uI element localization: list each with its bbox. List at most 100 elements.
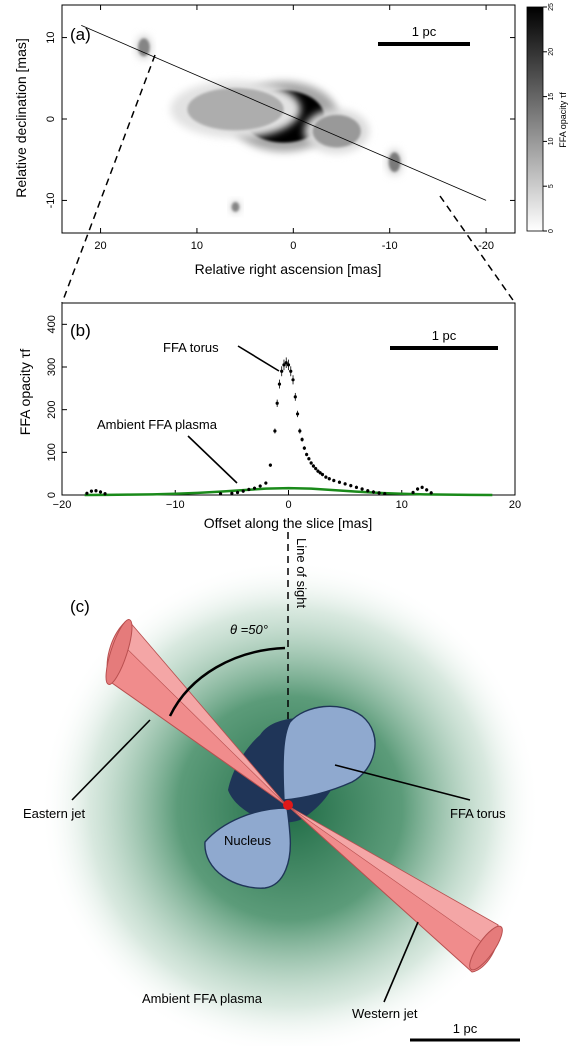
data-point [230, 491, 234, 495]
panel-a-label: (a) [70, 25, 91, 44]
eastern-jet-opening [105, 619, 133, 685]
panel-a-ytick-label: -10 [45, 192, 57, 208]
data-point [268, 463, 272, 467]
panel-b-xtick-label: 10 [396, 499, 408, 511]
panel-a-xtick-label: -20 [478, 240, 494, 252]
colorbar-tick-label: 5 [548, 184, 555, 188]
data-point [89, 489, 94, 493]
data-point [302, 446, 306, 450]
data-point [360, 487, 364, 491]
panel-b-scale-label: 1 pc [432, 328, 457, 343]
connector-left [61, 54, 156, 304]
panel-b-ytick-label: 400 [46, 315, 58, 333]
data-point [273, 429, 277, 433]
heatmap-blob [187, 88, 284, 131]
data-point [241, 489, 245, 493]
data-point [324, 475, 328, 479]
panel-a-xtick-label: 20 [94, 240, 106, 252]
panel-c-label: (c) [70, 597, 90, 616]
panel-b-xtick-label: −10 [166, 499, 185, 511]
series-ambient-fit [84, 486, 493, 497]
panel-a-ytick-label: 0 [45, 116, 57, 122]
data-point [275, 401, 279, 405]
heatmap-blob [138, 38, 150, 57]
data-point [366, 489, 370, 493]
series-opacity-profile [85, 357, 433, 496]
heatmap-blob [231, 202, 240, 212]
data-point [411, 490, 415, 495]
torus-lower-lobe [204, 807, 292, 889]
nucleus-label: Nucleus [224, 833, 271, 848]
data-point [103, 492, 107, 496]
data-point [354, 485, 359, 489]
panel-a-axes: 20 10 0 -10 -20 10 0 -10 [45, 5, 515, 252]
annotation-ambient-plasma: Ambient FFA plasma [97, 417, 218, 432]
data-point [284, 361, 288, 365]
heatmap-blob [388, 152, 401, 172]
data-point [286, 363, 291, 367]
western-jet-pointer [383, 921, 419, 1003]
data-point [235, 490, 240, 495]
data-point [218, 492, 223, 496]
annotation-torus-pointer [237, 345, 280, 372]
panel-a-ylabel: Relative declination [mas] [13, 38, 29, 198]
data-point [327, 477, 331, 481]
colorbar-label: FFA opacity τf [558, 92, 568, 148]
panel-b-ytick-label: 200 [46, 400, 58, 418]
data-point [311, 464, 316, 468]
data-point [332, 478, 336, 483]
ffa-torus-label: FFA torus [450, 806, 506, 821]
data-point [309, 461, 313, 465]
panel-a: 20 10 0 -10 -20 10 0 -10 (a) 1 pc Relative righ… [13, 3, 568, 277]
panel-a-scale-label: 1 pc [412, 24, 437, 39]
data-point [371, 490, 376, 494]
panel-b-label: (b) [70, 321, 91, 340]
colorbar-tick-label: 0 [548, 229, 555, 233]
data-point [252, 486, 257, 490]
panel-a-xtick-label: -10 [382, 240, 398, 252]
line-of-sight-label: Line of sight [294, 538, 309, 608]
slice-line [81, 24, 487, 201]
panel-b-xtick-label: 20 [509, 499, 521, 511]
data-point [305, 452, 309, 457]
colorbar-ticks: 0 5 10 15 20 25 [543, 3, 555, 233]
panel-a-ytick-label: 10 [45, 31, 57, 43]
data-point [349, 484, 353, 488]
panel-b-ytick-label: 100 [46, 443, 58, 461]
data-point [247, 487, 251, 492]
panel-b-ylabel: FFA opacity τf [17, 349, 33, 436]
data-point [343, 482, 347, 486]
data-point [98, 490, 103, 494]
colorbar-tick-label: 15 [548, 93, 555, 101]
data-point [289, 369, 293, 373]
data-point [94, 489, 98, 493]
data-point [377, 491, 381, 495]
panel-a-xtick-label: 0 [290, 240, 296, 252]
ffa-torus-pointer [334, 764, 471, 801]
data-point [277, 382, 282, 386]
panel-c-scale-label: 1 pc [453, 1021, 478, 1036]
colorbar-tick-label: 25 [548, 3, 555, 11]
panel-b-xlabel: Offset along the slice [mas] [204, 515, 373, 531]
data-point [429, 491, 433, 495]
panel-a-xlabel: Relative right ascension [mas] [195, 261, 382, 277]
colorbar [526, 6, 544, 232]
colorbar-tick-label: 20 [548, 48, 555, 56]
data-point [300, 437, 304, 442]
data-point [320, 472, 325, 477]
panel-c: (c) θ =50° Line of sight Eastern jet Nuc… [23, 532, 540, 1046]
torus-upper-lobe [282, 705, 376, 801]
data-point [291, 378, 295, 382]
panel-b-ytick-label: 0 [46, 492, 58, 498]
angle-arc [168, 646, 286, 717]
ambient-plasma-label: Ambient FFA plasma [142, 991, 263, 1006]
panel-b-xtick-label: 0 [285, 499, 291, 511]
data-point [318, 471, 322, 475]
angle-label: θ =50° [230, 622, 268, 637]
data-point [337, 480, 342, 484]
heatmap-blob [312, 114, 361, 148]
panel-b-ytick-label: 300 [46, 358, 58, 376]
panel-b-xtick-label: −20 [53, 499, 72, 511]
